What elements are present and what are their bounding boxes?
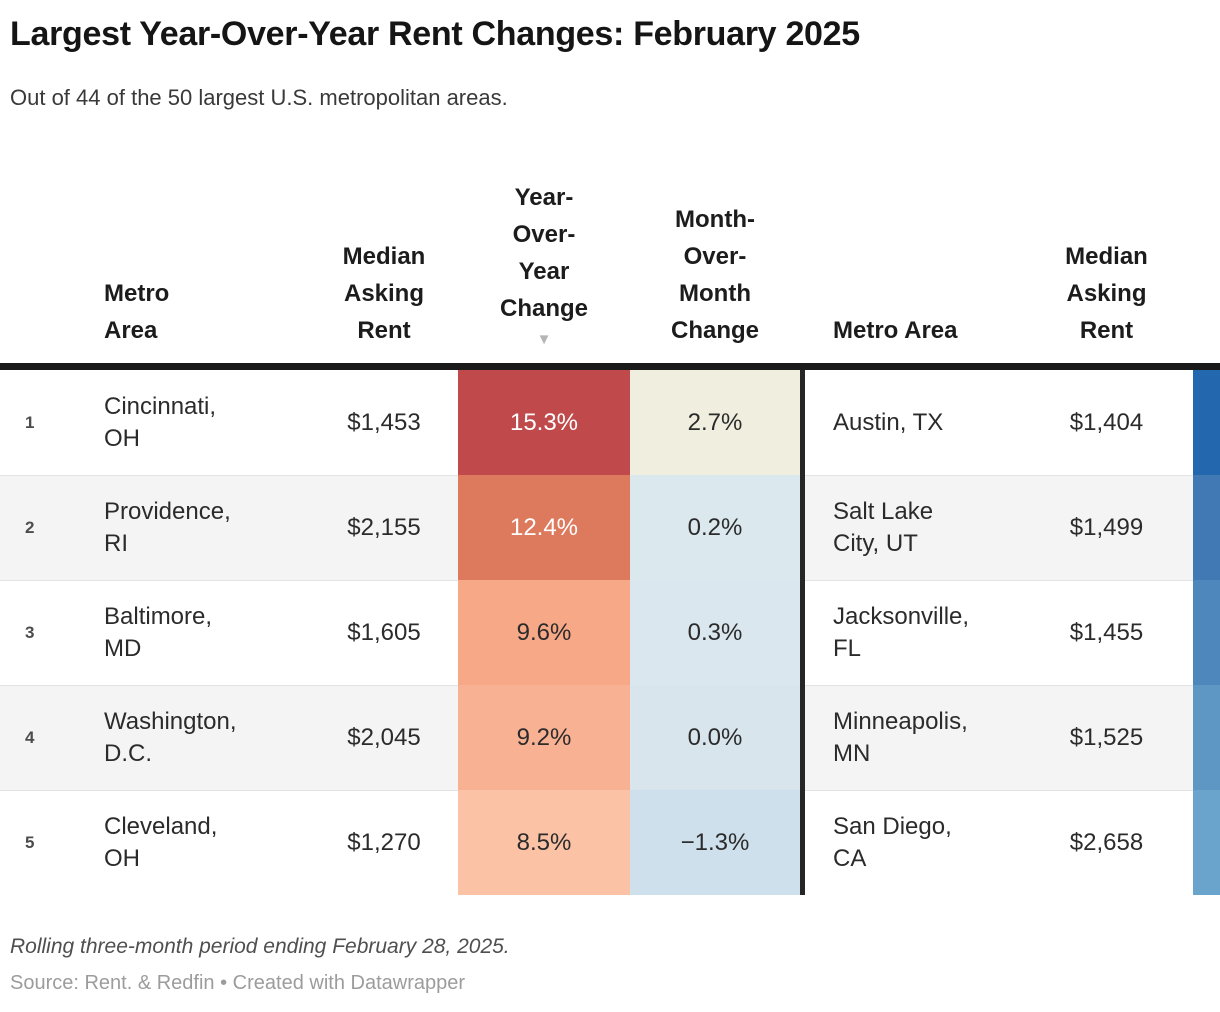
table-row: 4 Washington, D.C. $2,045 9.2% 0.0% Minn… bbox=[0, 685, 1220, 791]
mom-change-cell: 0.2% bbox=[630, 475, 800, 581]
column-header-median-asking-rent-right[interactable]: Median Asking Rent bbox=[1065, 243, 1148, 345]
rent-cell-right: $1,525 bbox=[1020, 685, 1193, 790]
rent-cell-right: $1,404 bbox=[1069, 408, 1144, 436]
mom-change-cell: 0.3% bbox=[630, 580, 800, 686]
rank-cell: 4 bbox=[0, 685, 100, 790]
mom-change-cell: 2.7% bbox=[630, 370, 800, 476]
yoy-change-cell: 12.4% bbox=[458, 475, 630, 581]
rank-cell: 2 bbox=[0, 475, 100, 580]
yoy-color-strip bbox=[1193, 685, 1220, 791]
metro-cell-right: Austin, TX bbox=[800, 370, 1020, 476]
table-row: 1 Cincinnati, OH $1,453 15.3% 2.7% Austi… bbox=[0, 370, 1220, 476]
mom-change-cell: −1.3% bbox=[630, 790, 800, 896]
yoy-change-cell: 9.2% bbox=[458, 685, 630, 791]
sort-descending-icon: ▼ bbox=[536, 331, 552, 349]
metro-cell: Washington, D.C. bbox=[100, 685, 310, 790]
page-title: Largest Year-Over-Year Rent Changes: Feb… bbox=[10, 15, 860, 53]
table-row: 3 Baltimore, MD $1,605 9.6% 0.3% Jackson… bbox=[0, 580, 1220, 686]
table-row: 5 Cleveland, OH $1,270 8.5% −1.3% San Di… bbox=[0, 790, 1220, 896]
source-attribution: Source: Rent. & Redfin • Created with Da… bbox=[10, 972, 465, 995]
table-footnote: Rolling three-month period ending Februa… bbox=[10, 935, 510, 959]
yoy-color-strip bbox=[1193, 790, 1220, 896]
metro-cell: Providence, RI bbox=[100, 475, 310, 580]
yoy-change-cell: 15.3% bbox=[458, 370, 630, 476]
rent-cell: $2,045 bbox=[310, 685, 458, 790]
metro-cell-right: Jacksonville, FL bbox=[800, 580, 1020, 686]
metro-cell-right: San Diego, CA bbox=[800, 790, 1020, 896]
rent-cell: $2,155 bbox=[310, 475, 458, 580]
column-header-mom-change[interactable]: Month- Over- Month Change bbox=[670, 206, 759, 345]
rent-cell: $1,453 bbox=[347, 408, 421, 436]
page-subtitle: Out of 44 of the 50 largest U.S. metropo… bbox=[10, 84, 508, 110]
metro-cell: Cleveland, OH bbox=[100, 790, 310, 895]
table-header-row: Metro Area Median Asking Rent Year- Over… bbox=[0, 111, 1220, 363]
yoy-change-cell: 9.6% bbox=[458, 580, 630, 686]
column-header-yoy-change[interactable]: Year- Over- Year Change ▼ bbox=[458, 179, 630, 363]
metro-cell-right: Salt Lake City, UT bbox=[800, 475, 1020, 581]
yoy-change-header-label: Year- Over- Year Change bbox=[499, 184, 588, 323]
yoy-color-strip bbox=[1193, 370, 1220, 476]
rent-cell-right: $1,455 bbox=[1020, 580, 1193, 685]
column-header-median-asking-rent[interactable]: Median Asking Rent bbox=[342, 243, 426, 345]
rank-cell: 5 bbox=[0, 790, 100, 895]
metro-cell: Cincinnati, OH bbox=[104, 392, 217, 452]
strip-column-header bbox=[1193, 349, 1220, 363]
mom-change-cell: 0.0% bbox=[630, 685, 800, 791]
rent-cell: $1,270 bbox=[310, 790, 458, 895]
rent-cell-right: $1,499 bbox=[1020, 475, 1193, 580]
yoy-color-strip bbox=[1193, 580, 1220, 686]
table-header-divider bbox=[0, 363, 1220, 371]
rank-cell: 3 bbox=[0, 580, 100, 685]
rank-column-header bbox=[0, 349, 100, 363]
yoy-color-strip bbox=[1193, 475, 1220, 581]
table-row: 2 Providence, RI $2,155 12.4% 0.2% Salt … bbox=[0, 475, 1220, 581]
rent-cell: $1,605 bbox=[310, 580, 458, 685]
yoy-change-cell: 8.5% bbox=[458, 790, 630, 896]
column-header-metro-area[interactable]: Metro Area bbox=[104, 280, 170, 345]
column-header-metro-area-right[interactable]: Metro Area bbox=[833, 317, 958, 345]
table-body: 1 Cincinnati, OH $1,453 15.3% 2.7% Austi… bbox=[0, 370, 1220, 896]
rent-table: Metro Area Median Asking Rent Year- Over… bbox=[0, 111, 1220, 896]
rank-cell: 1 bbox=[25, 412, 35, 432]
metro-cell: Baltimore, MD bbox=[100, 580, 310, 685]
rent-cell-right: $2,658 bbox=[1020, 790, 1193, 895]
metro-cell-right: Minneapolis, MN bbox=[800, 685, 1020, 791]
